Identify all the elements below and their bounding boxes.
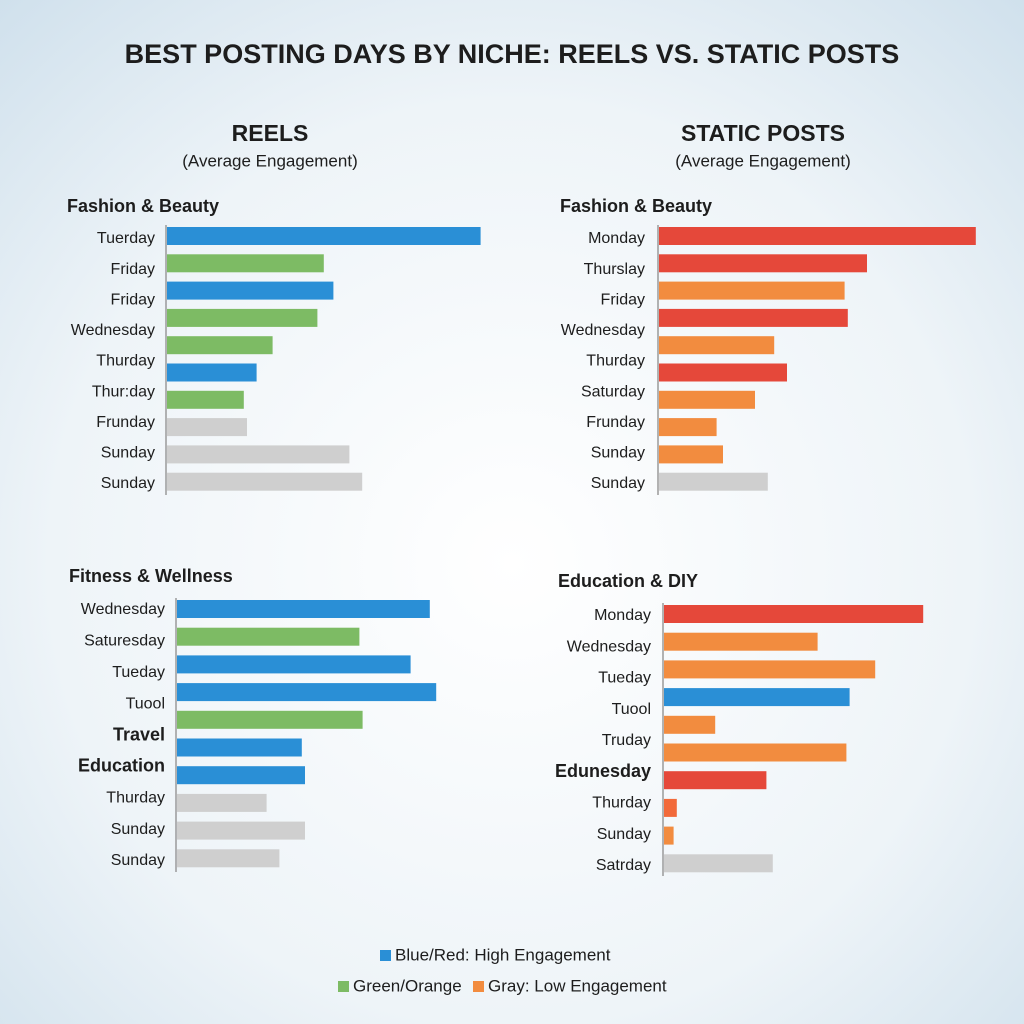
category-label: Friday <box>111 291 155 308</box>
bar <box>659 281 845 300</box>
category-label: Wednesday <box>81 601 165 618</box>
bar <box>664 632 818 651</box>
category-label: Satrday <box>596 857 651 874</box>
category-label: Sunday <box>101 445 155 462</box>
category-label: Thur:day <box>92 383 155 400</box>
bar <box>177 849 280 868</box>
bar <box>167 227 481 245</box>
category-label: Thurday <box>96 353 155 370</box>
bar <box>177 655 411 674</box>
category-label: Friday <box>601 291 645 308</box>
bar <box>664 743 847 762</box>
category-label: Saturday <box>581 383 645 400</box>
bar <box>167 254 324 273</box>
bar <box>177 766 305 785</box>
category-label: Tuool <box>126 695 165 712</box>
bar <box>177 627 360 646</box>
panel-title: Fashion & Beauty <box>560 196 712 216</box>
bar <box>659 308 848 327</box>
column-subtitle: (Average Engagement) <box>182 151 357 170</box>
category-label: Tueday <box>598 670 651 687</box>
bar <box>664 688 850 707</box>
bar <box>167 445 350 464</box>
category-label: Wednesday <box>567 638 651 655</box>
bar <box>167 472 363 491</box>
bar <box>659 472 768 491</box>
category-label: Tuerday <box>97 230 155 247</box>
category-label: Travel <box>113 724 165 744</box>
category-label: Sunday <box>111 821 165 838</box>
bar <box>659 254 867 273</box>
category-label: Saturesday <box>84 633 165 650</box>
bar <box>664 826 674 845</box>
bar <box>664 798 677 817</box>
category-label: Sunday <box>597 826 651 843</box>
category-label: Monday <box>594 607 651 624</box>
category-label: Sunday <box>591 445 645 462</box>
category-label: Sunday <box>591 475 645 492</box>
category-label: Tuool <box>612 701 651 718</box>
bar <box>167 336 273 355</box>
column-title: REELS <box>232 120 309 146</box>
legend-label: Blue/Red: High Engagement <box>395 945 611 964</box>
bar <box>659 227 976 245</box>
bar <box>167 363 257 382</box>
bar <box>177 821 305 840</box>
bar <box>167 308 318 327</box>
legend-swatch <box>338 981 349 992</box>
bar <box>659 445 723 464</box>
bar <box>664 715 716 734</box>
bar <box>177 738 302 757</box>
category-label: Education <box>78 756 165 776</box>
category-label: Thurslay <box>584 261 645 278</box>
bar <box>664 605 924 623</box>
bar <box>659 390 755 409</box>
category-label: Frunday <box>586 414 645 431</box>
bar <box>664 854 773 873</box>
bar <box>659 336 775 355</box>
bar <box>177 600 430 618</box>
legend-label: Gray: Low Engagement <box>488 976 667 995</box>
legend-swatch <box>473 981 484 992</box>
category-label: Truday <box>602 732 651 749</box>
bar <box>177 683 437 702</box>
bar <box>167 390 244 409</box>
category-label: Friday <box>111 261 155 278</box>
bar <box>659 418 717 437</box>
bar <box>177 793 267 812</box>
category-label: Sunday <box>101 475 155 492</box>
panel-title: Fitness & Wellness <box>69 566 233 586</box>
category-label: Sunday <box>111 852 165 869</box>
legend-swatch <box>380 950 391 961</box>
bar <box>664 771 767 790</box>
panel-title: Fashion & Beauty <box>67 196 219 216</box>
column-title: STATIC POSTS <box>681 120 845 146</box>
category-label: Thurday <box>106 789 165 806</box>
bar <box>664 660 876 679</box>
bar <box>167 281 334 300</box>
category-label: Tueday <box>112 664 165 681</box>
column-subtitle: (Average Engagement) <box>675 151 850 170</box>
category-label: Thurday <box>592 795 651 812</box>
legend-label: Green/Orange <box>353 976 462 995</box>
category-label: Wednesday <box>71 322 155 339</box>
category-label: Wednesday <box>561 322 645 339</box>
page-title: BEST POSTING DAYS BY NICHE: REELS VS. ST… <box>125 39 900 69</box>
panel-title: Education & DIY <box>558 571 698 591</box>
category-label: Frunday <box>96 414 155 431</box>
category-label: Thurday <box>586 353 645 370</box>
category-label: Monday <box>588 230 645 247</box>
bar <box>177 710 363 729</box>
category-label: Edunesday <box>555 761 651 781</box>
bar <box>659 363 787 382</box>
bar <box>167 418 247 437</box>
